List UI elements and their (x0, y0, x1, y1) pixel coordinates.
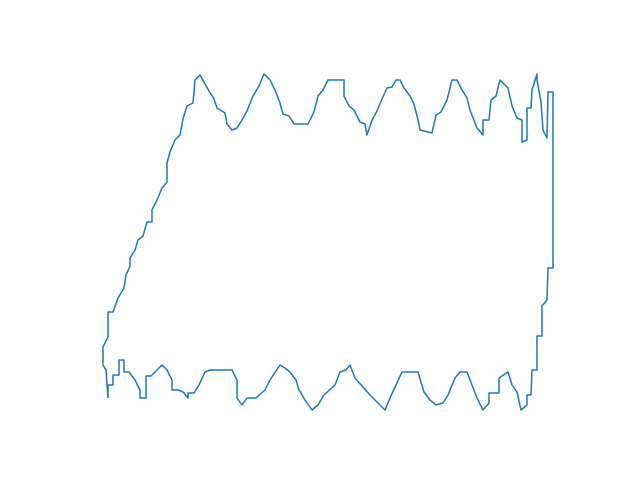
data-line (102, 73, 554, 411)
